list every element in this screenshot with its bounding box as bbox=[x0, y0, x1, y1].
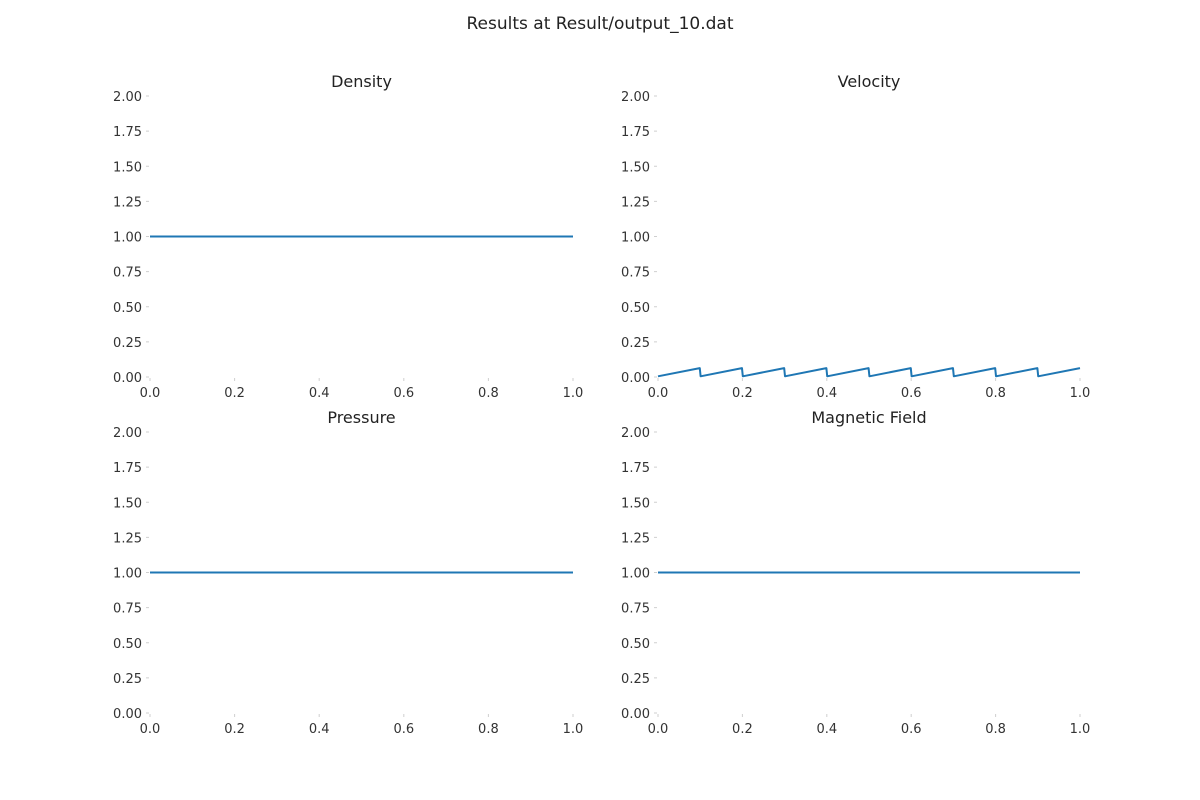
y-tick-label: 1.25 bbox=[113, 195, 142, 210]
y-tick-label: 1.25 bbox=[621, 195, 650, 210]
x-tick-label: 0.2 bbox=[732, 722, 753, 737]
y-tick-label: 2.00 bbox=[113, 426, 142, 441]
x-tick-label: 0.4 bbox=[309, 722, 330, 737]
subplot-title: Density bbox=[331, 72, 392, 91]
y-tick-label: 2.00 bbox=[621, 426, 650, 441]
x-tick-label: 0.2 bbox=[732, 386, 753, 401]
y-tick-label: 0.25 bbox=[621, 336, 650, 351]
subplot-title: Magnetic Field bbox=[811, 408, 926, 427]
y-tick-label: 0.75 bbox=[621, 602, 650, 617]
x-tick-label: 0.8 bbox=[985, 722, 1006, 737]
y-tick-label: 1.50 bbox=[113, 160, 142, 175]
series-line bbox=[657, 367, 1081, 378]
x-tick-label: 0.8 bbox=[985, 386, 1006, 401]
x-tick-label: 0.6 bbox=[393, 386, 414, 401]
x-tick-label: 0.0 bbox=[140, 386, 161, 401]
y-tick-label: 1.50 bbox=[621, 496, 650, 511]
y-tick-label: 1.00 bbox=[621, 567, 650, 582]
y-tick-label: 1.75 bbox=[113, 461, 142, 476]
x-tick-label: 0.6 bbox=[393, 722, 414, 737]
x-tick-label: 0.2 bbox=[224, 722, 245, 737]
x-tick-label: 1.0 bbox=[563, 722, 584, 737]
y-tick-label: 1.25 bbox=[621, 531, 650, 546]
y-tick-label: 1.50 bbox=[621, 160, 650, 175]
y-tick-label: 1.00 bbox=[113, 567, 142, 582]
y-tick-label: 0.00 bbox=[113, 371, 142, 386]
y-tick-label: 1.75 bbox=[113, 125, 142, 140]
y-tick-label: 0.75 bbox=[621, 266, 650, 281]
x-tick-label: 1.0 bbox=[563, 386, 584, 401]
x-tick-label: 0.6 bbox=[901, 722, 922, 737]
y-tick-label: 1.75 bbox=[621, 125, 650, 140]
x-tick-label: 0.6 bbox=[901, 386, 922, 401]
subplots-grid: Density 0.00 0.25 0.50 0.75 1.00 1.25 1.50 1.75 2… bbox=[113, 72, 1090, 737]
subplot-title: Velocity bbox=[838, 72, 901, 91]
y-tick-label: 0.75 bbox=[113, 266, 142, 281]
y-tick-label: 2.00 bbox=[113, 90, 142, 105]
subplot-0: Density 0.00 0.25 0.50 0.75 1.00 1.25 1.50 1.75 2… bbox=[113, 72, 583, 401]
y-tick-label: 0.50 bbox=[621, 637, 650, 652]
figure-suptitle: Results at Result/output_10.dat bbox=[466, 14, 733, 34]
y-tick-label: 2.00 bbox=[621, 90, 650, 105]
y-tick-label: 0.25 bbox=[113, 672, 142, 687]
y-tick-label: 0.75 bbox=[113, 602, 142, 617]
x-tick-label: 0.8 bbox=[478, 386, 499, 401]
y-tick-label: 1.00 bbox=[113, 231, 142, 246]
y-tick-label: 0.00 bbox=[113, 707, 142, 722]
y-tick-label: 0.50 bbox=[621, 301, 650, 316]
y-tick-label: 1.00 bbox=[621, 231, 650, 246]
subplot-2: Pressure 0.00 0.25 0.50 0.75 1.00 1.25 1.50 1.75… bbox=[113, 408, 583, 737]
x-tick-label: 0.4 bbox=[309, 386, 330, 401]
x-tick-label: 0.2 bbox=[224, 386, 245, 401]
subplot-title: Pressure bbox=[327, 408, 395, 427]
y-tick-label: 0.50 bbox=[113, 301, 142, 316]
x-tick-label: 0.0 bbox=[648, 386, 669, 401]
x-tick-label: 0.4 bbox=[816, 722, 837, 737]
y-tick-label: 0.00 bbox=[621, 371, 650, 386]
y-tick-label: 0.25 bbox=[113, 336, 142, 351]
x-tick-label: 1.0 bbox=[1070, 386, 1091, 401]
y-tick-label: 0.25 bbox=[621, 672, 650, 687]
y-tick-label: 1.50 bbox=[113, 496, 142, 511]
y-tick-label: 1.75 bbox=[621, 461, 650, 476]
x-tick-label: 0.0 bbox=[140, 722, 161, 737]
y-tick-label: 1.25 bbox=[113, 531, 142, 546]
subplot-3: Magnetic Field 0.00 0.25 0.50 0.75 1.00 1.25 1.… bbox=[621, 408, 1090, 737]
x-tick-label: 1.0 bbox=[1070, 722, 1091, 737]
y-tick-label: 0.50 bbox=[113, 637, 142, 652]
subplot-1: Velocity 0.00 0.25 0.50 0.75 1.00 1.25 1.50 1.75… bbox=[621, 72, 1090, 401]
x-tick-label: 0.8 bbox=[478, 722, 499, 737]
y-tick-label: 0.00 bbox=[621, 707, 650, 722]
x-tick-label: 0.0 bbox=[648, 722, 669, 737]
x-tick-label: 0.4 bbox=[816, 386, 837, 401]
